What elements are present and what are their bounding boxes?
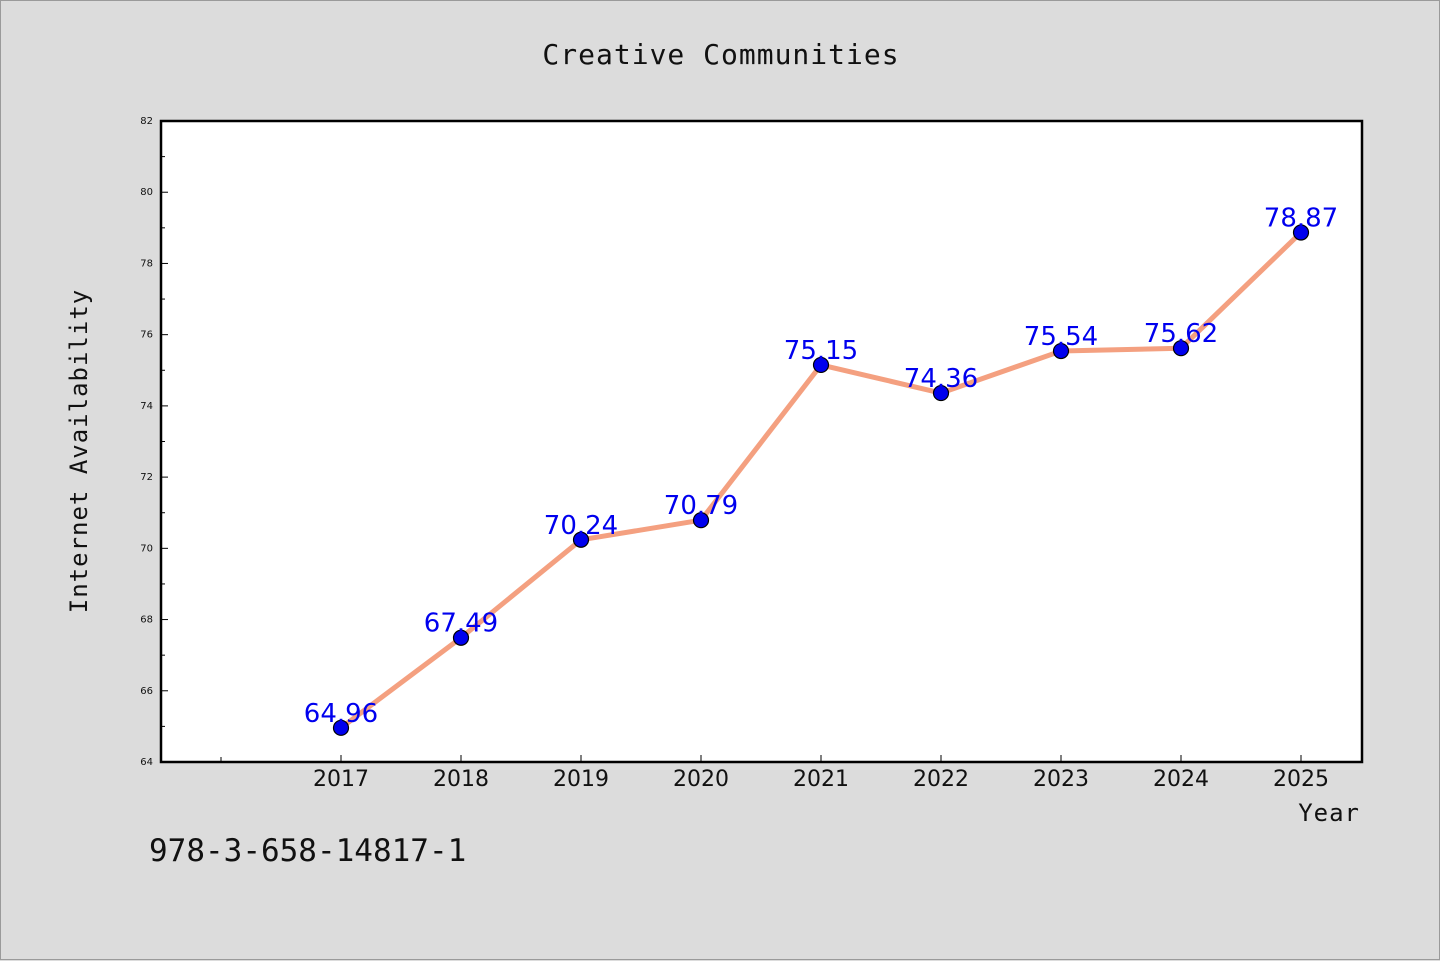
y-tick-label: 82 — [140, 116, 153, 127]
data-point — [932, 384, 950, 402]
data-series: 64.96 67.49 70.24 70.79 75.15 74.36 75.54 75.62… — [304, 203, 1338, 736]
data-label: 75.62 — [1144, 319, 1218, 349]
x-tick-label: 2018 — [433, 767, 489, 792]
x-tick-label: 2020 — [673, 767, 729, 792]
data-point — [332, 719, 350, 736]
x-tick-label: 2017 — [313, 767, 369, 792]
data-label: 70.24 — [544, 511, 618, 541]
x-tick-label: 2019 — [553, 767, 609, 792]
x-tick-label: 2022 — [913, 767, 969, 792]
data-point — [1292, 224, 1310, 241]
data-label: 64.96 — [304, 699, 378, 729]
y-tick-label: 74 — [140, 401, 153, 412]
y-tick-label: 76 — [140, 330, 153, 341]
x-tick-label: 2023 — [1033, 767, 1089, 792]
data-point — [692, 512, 710, 529]
y-tick-label: 78 — [140, 258, 153, 269]
y-axis: 64 66 68 70 72 74 76 78 80 82 — [140, 116, 168, 768]
x-tick-label: 2025 — [1273, 767, 1329, 792]
x-axis-label: Year — [1298, 799, 1360, 827]
y-tick-label: 66 — [140, 686, 153, 697]
data-label: 75.15 — [784, 336, 858, 366]
y-tick-label: 68 — [140, 615, 153, 626]
data-label: 74.36 — [904, 364, 978, 394]
x-tick-label: 2024 — [1153, 767, 1209, 792]
data-point — [572, 531, 590, 548]
y-tick-label: 64 — [140, 757, 153, 768]
y-tick-label: 80 — [140, 187, 153, 198]
y-axis-label: Internet Availability — [65, 289, 93, 613]
y-tick-label: 70 — [140, 543, 153, 554]
y-tick-label: 72 — [140, 472, 153, 483]
data-point — [452, 629, 470, 646]
data-point — [1052, 342, 1070, 360]
data-point — [812, 356, 830, 374]
footer-code: 978-3-658-14817-1 — [149, 833, 467, 869]
chart-title: Creative Communities — [542, 38, 899, 71]
data-label: 78.87 — [1264, 203, 1338, 233]
data-label: 70.79 — [664, 491, 738, 521]
x-tick-label: 2021 — [793, 767, 849, 792]
x-axis: 2017 2018 2019 2020 2021 2022 2023 2024 2025 — [220, 755, 1329, 792]
data-label: 67.49 — [424, 609, 498, 639]
data-point — [1172, 340, 1190, 357]
data-label: 75.54 — [1024, 322, 1098, 352]
